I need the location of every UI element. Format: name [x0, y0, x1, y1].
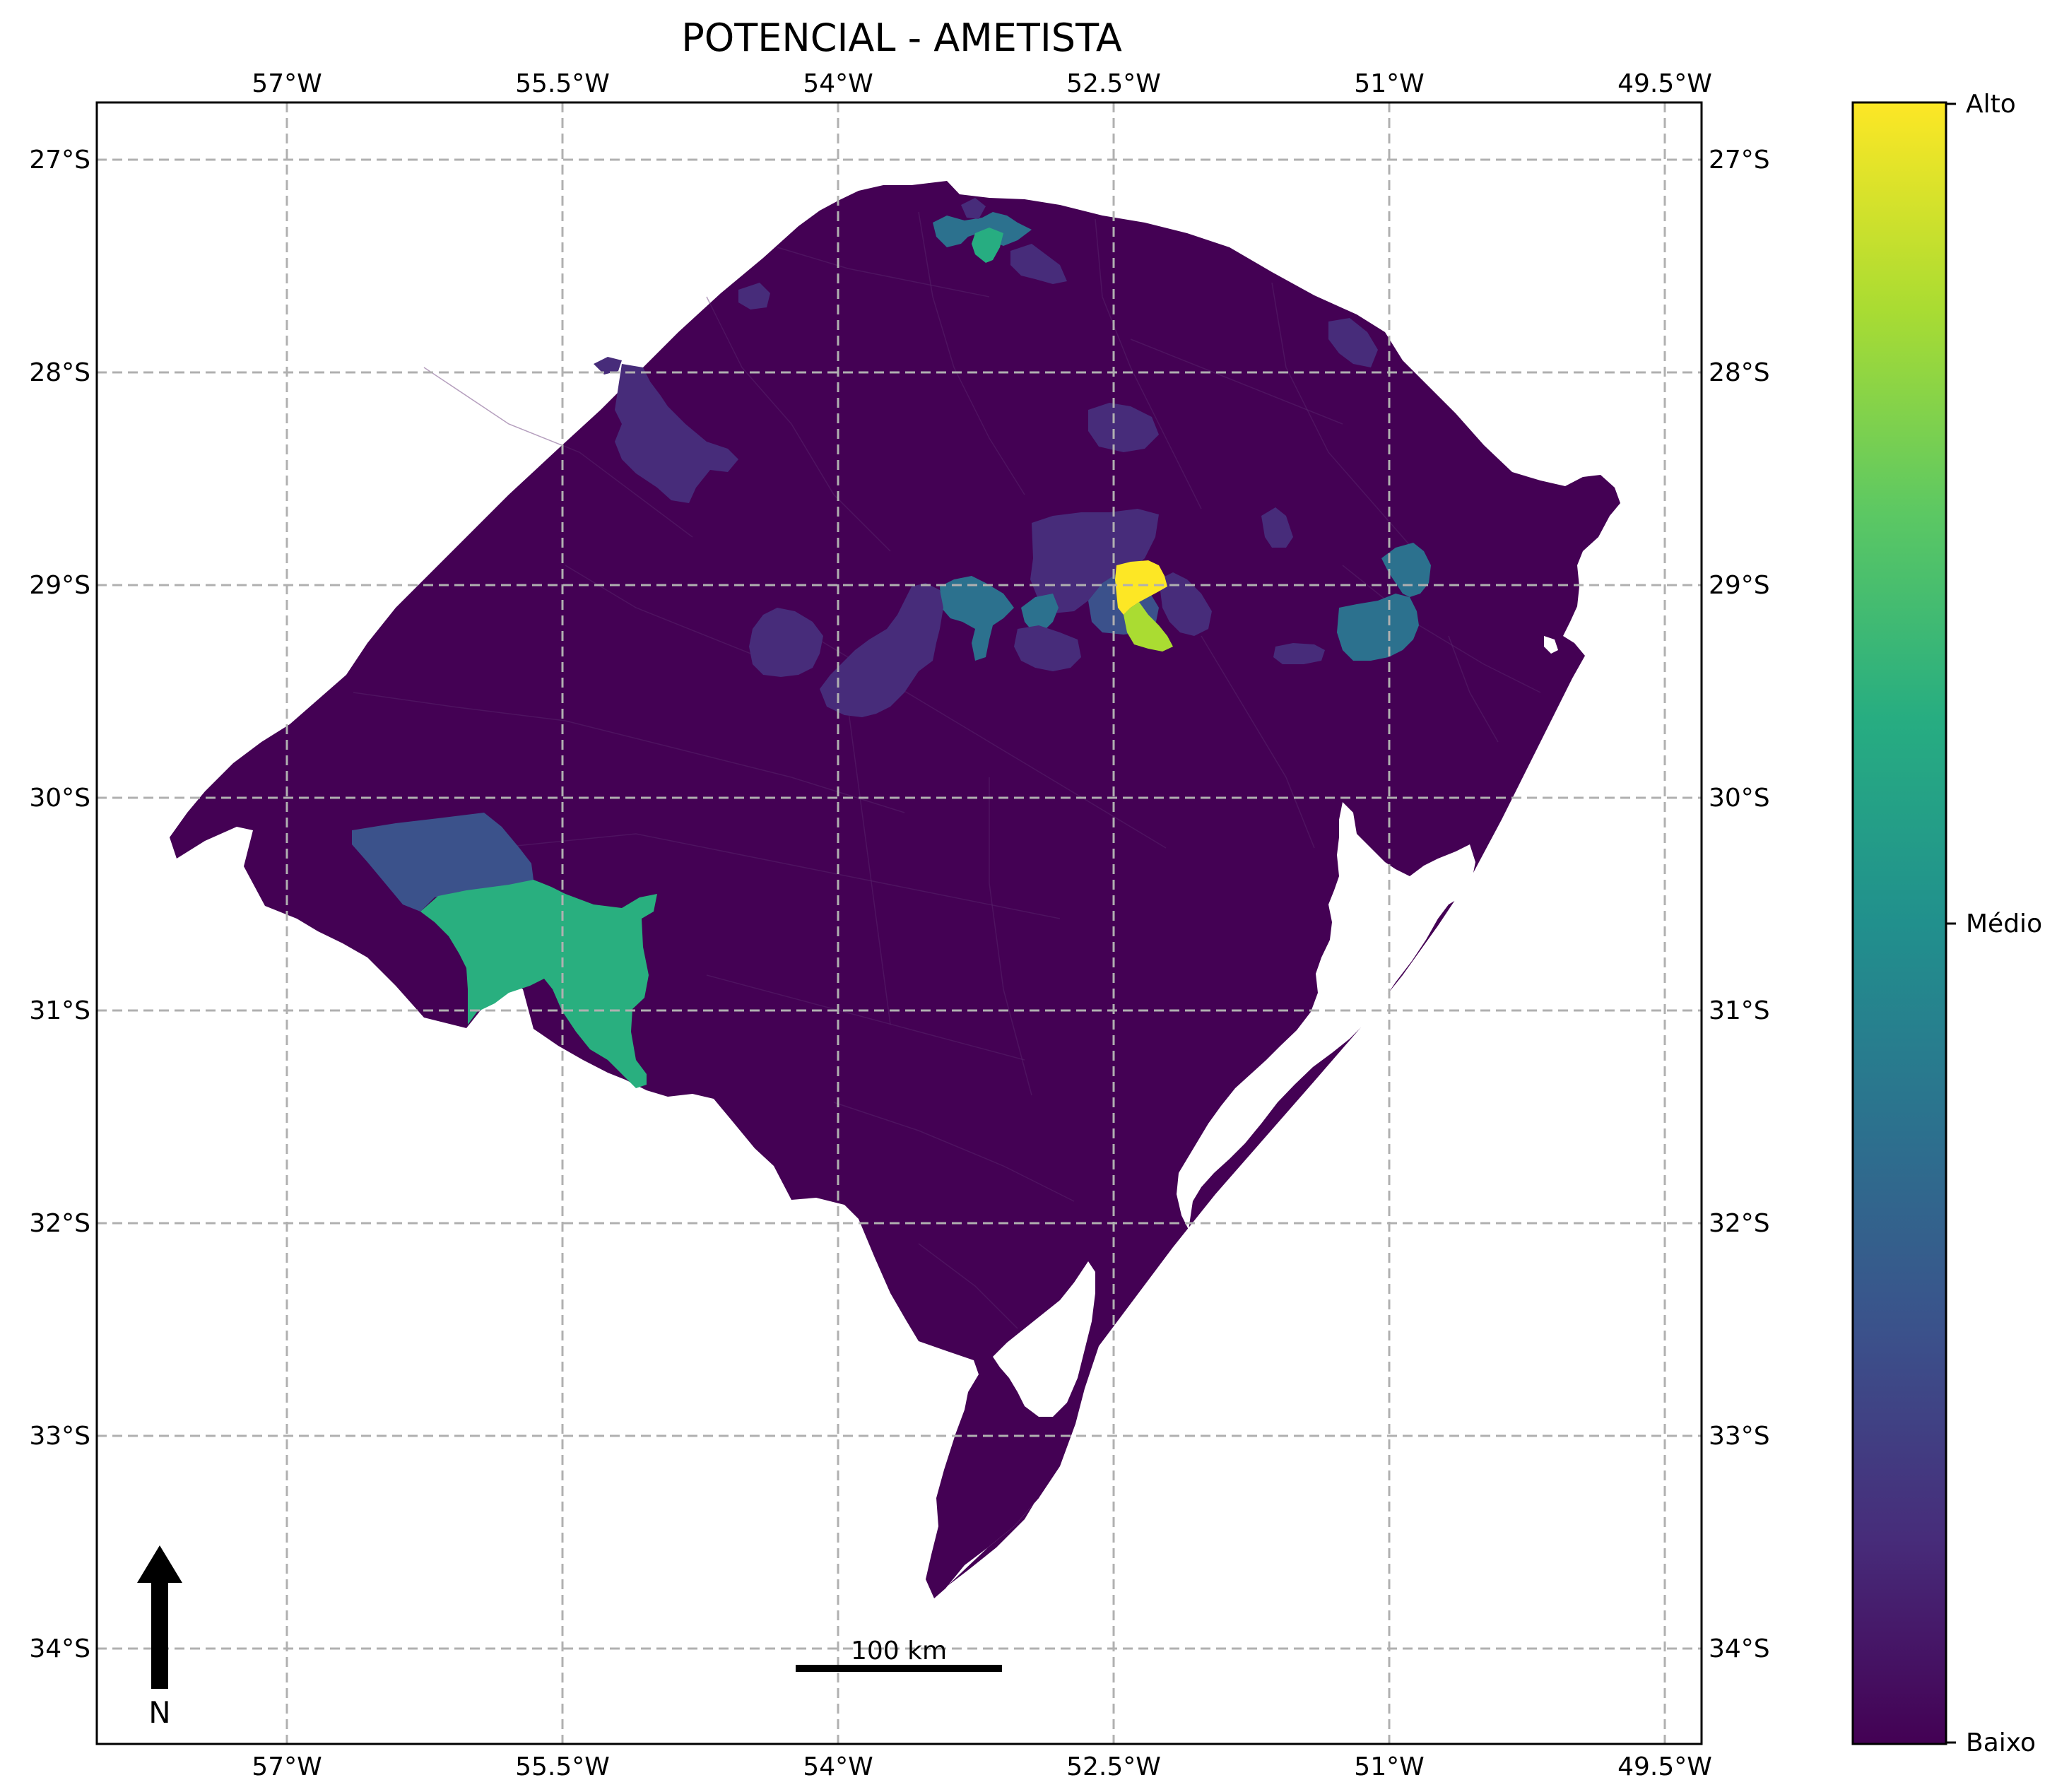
highlighted-municipalities — [352, 198, 1431, 1088]
region-north-3 — [961, 198, 986, 219]
lat-label-right: 29°S — [1709, 571, 1770, 600]
region-central-1 — [1030, 509, 1159, 613]
region-north-2 — [972, 228, 1003, 263]
lat-label-left: 30°S — [29, 784, 90, 813]
lon-label-bottom: 57°W — [252, 1752, 322, 1781]
grid-vertical — [285, 102, 1666, 1744]
lat-label-right: 31°S — [1709, 996, 1770, 1025]
lon-label-bottom: 52.5°W — [1066, 1752, 1161, 1781]
region-central-5 — [1021, 594, 1059, 632]
state-land — [170, 181, 1620, 1598]
grid-horizontal — [97, 158, 1702, 1650]
bottom-lon-labels: 57°W 55.5°W 54°W 52.5°W 51°W 49.5°W — [252, 1752, 1712, 1781]
scale-bar: 100 km — [796, 1637, 1002, 1672]
region-livramento — [420, 880, 657, 1088]
region-north-9 — [594, 357, 622, 375]
lagoa-mangueira — [1124, 1286, 1165, 1378]
map-title: POTENCIAL - AMETISTA — [681, 16, 1122, 60]
region-central-8 — [749, 608, 823, 677]
region-north-1 — [933, 212, 1032, 247]
region-east-4 — [1273, 643, 1325, 664]
lon-label-top: 52.5°W — [1066, 69, 1161, 98]
lat-label-left: 28°S — [29, 358, 90, 387]
region-central-3 — [1159, 572, 1212, 636]
lat-label-right: 27°S — [1709, 146, 1770, 175]
lat-label-right: 33°S — [1709, 1422, 1770, 1451]
state-outline — [170, 181, 1620, 1598]
lon-label-top: 55.5°W — [515, 69, 610, 98]
region-ametista-2 — [1124, 602, 1173, 652]
scale-bar-label: 100 km — [851, 1637, 947, 1666]
map-frame — [95, 101, 1703, 1745]
region-central-4 — [940, 576, 1014, 661]
lon-label-top: 57°W — [252, 69, 322, 98]
lat-label-right: 34°S — [1709, 1634, 1770, 1663]
lagoa-mirim — [993, 1261, 1095, 1417]
lat-label-left: 29°S — [29, 571, 90, 600]
region-central-7 — [820, 583, 943, 717]
region-east-3 — [1261, 507, 1293, 548]
lat-label-left: 31°S — [29, 996, 90, 1025]
region-north-7 — [1088, 403, 1159, 452]
lat-label-left: 34°S — [29, 1634, 90, 1663]
lon-label-bottom: 49.5°W — [1617, 1752, 1712, 1781]
region-east-1 — [1381, 543, 1431, 597]
coast-notch — [1544, 636, 1558, 654]
region-north-4 — [1010, 244, 1067, 284]
region-central-6 — [1014, 625, 1081, 671]
colorbar-gradient — [1851, 101, 1947, 1745]
lon-label-top: 51°W — [1354, 69, 1424, 98]
region-north-8 — [615, 364, 738, 503]
top-lon-labels: 57°W 55.5°W 54°W 52.5°W 51°W 49.5°W — [252, 69, 1712, 98]
region-north-5 — [738, 283, 770, 310]
colorbar-label-top: Alto — [1966, 90, 2016, 119]
lat-label-right: 32°S — [1709, 1209, 1770, 1238]
lon-label-bottom: 54°W — [803, 1752, 873, 1781]
lon-label-top: 49.5°W — [1617, 69, 1712, 98]
north-arrow: N — [137, 1545, 182, 1730]
lon-label-top: 54°W — [803, 69, 873, 98]
colorbar: Alto Médio Baixo — [1851, 90, 2042, 1757]
north-arrow-icon — [137, 1545, 182, 1689]
north-arrow-label: N — [148, 1695, 170, 1730]
lon-label-bottom: 51°W — [1354, 1752, 1424, 1781]
left-lat-labels: 27°S 28°S 29°S 30°S 31°S 32°S 33°S 34°S — [29, 146, 90, 1663]
right-lat-labels: 27°S 28°S 29°S 30°S 31°S 32°S 33°S 34°S — [1709, 146, 1770, 1663]
lat-label-left: 33°S — [29, 1422, 90, 1451]
lagoa-dos-patos — [1177, 802, 1475, 1230]
region-quarai — [352, 813, 534, 912]
region-ametista-alto — [1115, 560, 1167, 615]
lon-label-bottom: 55.5°W — [515, 1752, 610, 1781]
lagoons — [993, 636, 1558, 1417]
region-east-2 — [1337, 594, 1419, 661]
lat-label-left: 32°S — [29, 1209, 90, 1238]
lat-label-right: 30°S — [1709, 784, 1770, 813]
colorbar-label-bottom: Baixo — [1966, 1728, 2036, 1757]
lat-label-right: 28°S — [1709, 358, 1770, 387]
lat-label-left: 27°S — [29, 146, 90, 175]
region-north-6 — [1328, 318, 1378, 367]
colorbar-label-middle: Médio — [1966, 909, 2042, 938]
